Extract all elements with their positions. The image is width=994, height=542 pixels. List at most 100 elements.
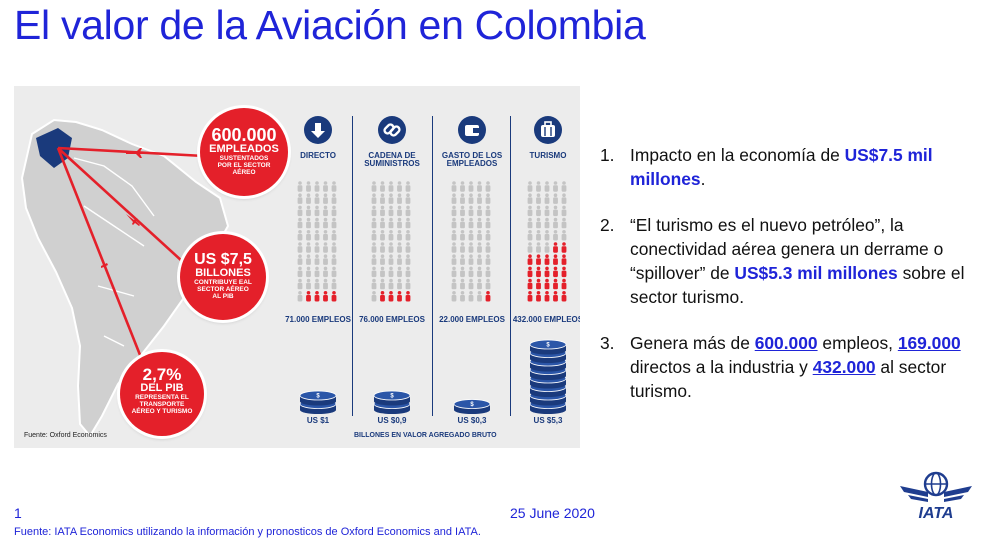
person-icon: [331, 266, 337, 278]
column-employee-spending: GASTO DE LOS EMPLEADOS 22.000 EMPLEOS $ …: [434, 86, 510, 448]
person-icon: [536, 278, 541, 290]
person-icon: [371, 217, 377, 229]
person-icon: [297, 230, 303, 241]
person-icon: [460, 266, 465, 278]
circle-gdp-value: US $7,5: [194, 251, 252, 268]
person-icon: [306, 230, 311, 241]
highlight-value: US$5.3 mil millones: [734, 263, 898, 284]
iata-logo-text: IATA: [919, 505, 954, 522]
person-icon: [323, 230, 328, 241]
person-icon: [405, 181, 411, 192]
person-icon: [397, 278, 402, 290]
coin: $: [529, 339, 567, 355]
circle-share-label: DEL PIB: [140, 382, 184, 394]
coin: $: [299, 390, 337, 406]
column-value: US $5,3: [533, 416, 563, 425]
person-icon: [544, 242, 550, 253]
person-icon: [331, 254, 337, 265]
dollar-icon: $: [470, 402, 474, 408]
person-icon: [451, 193, 457, 204]
person-icon: [331, 193, 337, 204]
person-icon: [451, 254, 457, 265]
person-icon: [314, 266, 320, 278]
person-icon: [527, 278, 533, 290]
person-icon: [544, 205, 550, 217]
person-icon: [297, 193, 303, 204]
person-icon: [297, 181, 303, 192]
person-icon: [468, 181, 474, 192]
person-icon: [306, 278, 311, 290]
person-icon: [397, 217, 402, 229]
person-icon: [388, 254, 394, 265]
person-icon: [460, 193, 465, 204]
people-grid: [527, 181, 567, 302]
person-icon: [388, 217, 394, 229]
person-icon: [544, 193, 550, 204]
person-icon: [314, 278, 320, 290]
person-icon: [388, 181, 394, 192]
person-icon: [314, 205, 320, 217]
south-america-map: [20, 118, 230, 438]
person-icon: [477, 254, 482, 265]
person-icon: [306, 205, 311, 217]
people-grid: [371, 181, 411, 302]
item-text: Impacto en la economía de: [630, 145, 845, 165]
person-icon: [468, 230, 474, 241]
person-icon: [397, 230, 402, 241]
person-icon: [297, 205, 303, 217]
person-icon: [460, 217, 465, 229]
column-divider: [352, 116, 353, 416]
person-icon: [405, 217, 411, 229]
person-icon: [388, 193, 394, 204]
person-icon: [527, 181, 533, 192]
list-number: 3.: [600, 333, 615, 354]
person-icon: [297, 266, 303, 278]
person-icon: [371, 193, 377, 204]
person-icon: [297, 291, 303, 302]
person-icon: [397, 254, 402, 265]
person-icon: [371, 266, 377, 278]
person-icon: [468, 205, 474, 217]
person-icon: [371, 230, 377, 241]
person-icon: [397, 205, 402, 217]
person-icon: [468, 193, 474, 204]
person-icon: [544, 217, 550, 229]
footer-date: 25 June 2020: [510, 505, 595, 521]
person-icon: [485, 242, 491, 253]
person-icon: [306, 254, 311, 265]
person-icon: [397, 181, 402, 192]
person-icon: [306, 291, 311, 302]
list-item: 2. “El turismo es el nuevo petróleo”, la…: [600, 213, 990, 309]
person-icon: [451, 278, 457, 290]
dollar-icon: $: [316, 394, 320, 400]
person-icon: [323, 217, 328, 229]
person-icon: [297, 242, 303, 253]
circle-gdp-desc: CONTRIBUYE EAL SECTOR AÉREO AL PIB: [194, 279, 252, 300]
person-icon: [405, 291, 411, 302]
column-heading: CADENA DE SUMINISTROS: [364, 151, 420, 169]
person-icon: [553, 205, 558, 217]
column-divider: [432, 116, 433, 416]
person-icon: [397, 242, 402, 253]
person-icon: [380, 181, 385, 192]
person-icon: [306, 193, 311, 204]
column-heading: TURISMO: [529, 151, 567, 160]
person-icon: [405, 278, 411, 290]
person-icon: [323, 266, 328, 278]
person-icon: [553, 254, 558, 265]
person-icon: [536, 266, 541, 278]
person-icon: [405, 193, 411, 204]
person-icon: [561, 291, 567, 302]
item-text: directos a la industria y: [630, 357, 813, 378]
dollar-icon: $: [546, 343, 550, 349]
item-text: sobre el sector turismo.: [630, 263, 965, 308]
person-icon: [380, 254, 385, 265]
person-icon: [451, 242, 457, 253]
column-total: 76.000 EMPLEOS: [359, 315, 425, 324]
key-points-list: 1. Impacto en la economía de US$7.5 mil …: [600, 143, 990, 425]
column-value: US $0,9: [377, 416, 407, 425]
person-icon: [405, 230, 411, 241]
coin-stack: $: [529, 339, 567, 414]
list-item: 1. Impacto en la economía de US$7.5 mil …: [600, 143, 990, 191]
highlight-value: US$7.5 mil millones: [630, 145, 933, 190]
